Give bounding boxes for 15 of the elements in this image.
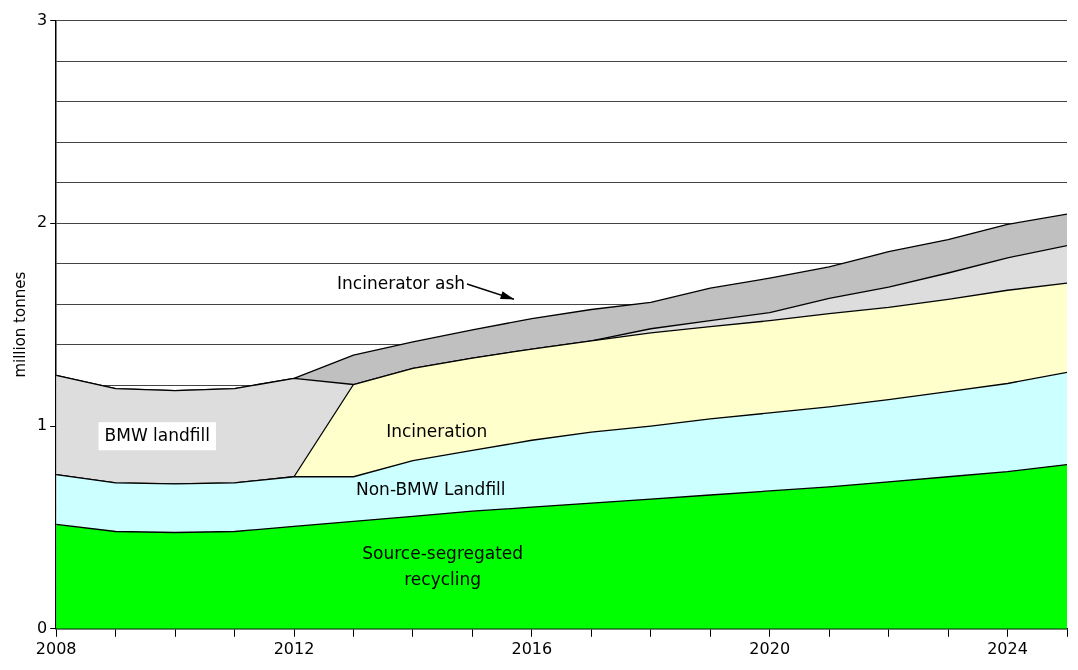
series-label: Source-segregated recycling <box>362 543 524 590</box>
x-tick-label: 2012 <box>273 638 315 658</box>
y-tick-label: 0 <box>36 617 48 637</box>
y-tick-label: 3 <box>36 9 48 29</box>
x-tick-label: 2008 <box>35 638 77 658</box>
x-tick-label: 2020 <box>749 638 791 658</box>
series-label: Non-BMW Landfill <box>355 479 506 500</box>
x-tick-label: 2016 <box>511 638 553 658</box>
y-axis-title: million tonnes <box>10 271 29 378</box>
y-tick-label: 2 <box>36 212 48 232</box>
y-tick-label: 1 <box>36 415 48 435</box>
series-label: BMW landfill <box>104 424 210 445</box>
x-tick-label: 2024 <box>987 638 1028 658</box>
series-label: Incineration <box>386 420 488 441</box>
legend-label: Incinerator ash <box>337 272 466 293</box>
